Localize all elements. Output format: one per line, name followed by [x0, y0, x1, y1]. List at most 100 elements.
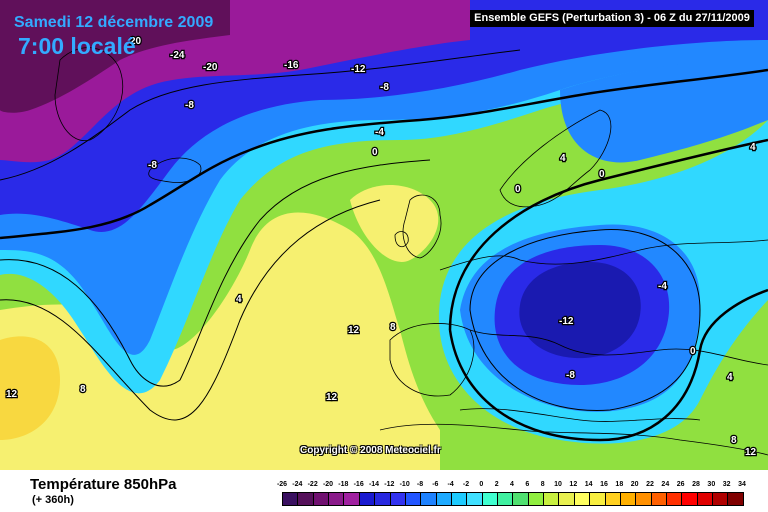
coast-iceland — [148, 157, 202, 183]
contour-label: -4 — [375, 127, 384, 138]
contour-label: -16 — [284, 60, 299, 71]
scale-swatch — [313, 493, 330, 505]
scale-label: -10 — [399, 481, 410, 488]
scale-label: 24 — [661, 481, 670, 488]
contour-label: -8 — [380, 82, 389, 93]
isotherm-thin-4 — [0, 49, 521, 181]
scale-swatch — [666, 493, 683, 505]
scale-swatch — [682, 493, 698, 505]
contour-label: 12 — [745, 447, 757, 458]
scale-label: -20 — [322, 481, 334, 488]
contour-label: 4 — [750, 142, 756, 153]
scale-label: 4 — [510, 481, 514, 488]
isotherm-zero-east — [448, 138, 768, 442]
scale-swatch — [405, 493, 422, 505]
scale-swatch — [620, 493, 637, 505]
contour-label: -20 — [203, 62, 218, 73]
scale-label: 26 — [676, 481, 685, 488]
contour-label: 0 — [599, 169, 605, 180]
color-scale: -26 -24 -22 -20 -18 -16 -14 -12 -10 -8 -6 -4 -2 0 2 4 6 8… — [277, 481, 752, 509]
scale-label: -12 — [384, 481, 395, 488]
scale-label: 30 — [707, 481, 716, 488]
scale-label: -24 — [292, 481, 303, 488]
coast-africa — [379, 423, 768, 456]
forecast-time: 7:00 localé — [18, 33, 136, 59]
scale-label: 20 — [630, 481, 639, 488]
scale-label: -14 — [368, 481, 380, 488]
scale-label: 10 — [554, 481, 562, 488]
scale-swatch — [559, 493, 575, 505]
coast-iberia — [389, 323, 475, 397]
band-orange — [0, 336, 60, 440]
contour-label: 0 — [515, 184, 521, 195]
scale-swatch — [713, 493, 729, 505]
contour-label: 0 — [372, 147, 378, 158]
scale-swatch — [697, 493, 714, 505]
model-run-label: Ensemble GEFS (Perturbation 3) - 06 Z du… — [470, 10, 754, 27]
contour-label: -8 — [185, 100, 194, 111]
scale-swatch — [605, 493, 621, 505]
isotherm-thin-2 — [0, 199, 381, 421]
footer: Température 850hPa (+ 360h) -26 -24 -2 2 -20… — [0, 470, 768, 512]
contour-label: 8 — [731, 435, 737, 446]
scale-label: 18 — [615, 481, 624, 488]
scale-label: 14 — [584, 481, 593, 488]
scale-label: -6 — [432, 481, 439, 488]
coast-uk — [394, 194, 442, 259]
scale-label: 16 — [600, 481, 608, 488]
scale-label: 32 — [722, 481, 731, 488]
contour-label: -4 — [658, 281, 667, 292]
contour-label: 4 — [236, 294, 242, 305]
scale-label: 8 — [540, 481, 545, 488]
contour-label: 4 — [727, 372, 733, 383]
contour-label: 12 — [348, 325, 360, 336]
scale-label: -26 — [276, 481, 288, 488]
scale-swatch — [651, 493, 667, 505]
scale-label: 22 — [646, 481, 654, 488]
temperature-map: -24 -20 -16 -12 -8 -8 -8 -4 0 0 4 0 4 4 … — [0, 0, 768, 470]
lead-time: (+ 360h) — [32, 494, 74, 506]
scale-swatch — [359, 493, 376, 505]
variable-title: Température 850hPa — [30, 476, 177, 493]
scale-label: -8 — [416, 481, 424, 488]
forecast-date: Samedi 12 décembre 2009 — [14, 14, 214, 31]
contour-label: 20 — [130, 36, 142, 47]
scale-swatch — [421, 493, 437, 505]
scale-swatch — [498, 493, 514, 505]
isotherm-thin-1 — [0, 159, 431, 387]
scale-swatch — [436, 493, 452, 505]
scale-swatch — [513, 493, 529, 505]
scale-swatch — [574, 493, 591, 505]
scale-labels: -26 -24 -22 -20 -18 -16 -14 -12 -10 -8 -6 -4 -2 0 2 4 6 8… — [277, 481, 752, 491]
contour-label: 12 — [326, 392, 338, 403]
isotherm-zero-west — [0, 68, 768, 240]
coast-europe — [439, 239, 768, 422]
coast-scandinavia — [499, 109, 612, 208]
scale-label: -2 — [462, 481, 470, 488]
scale-label: -18 — [338, 481, 349, 488]
scale-swatch — [390, 493, 406, 505]
scale-swatch — [298, 493, 314, 505]
contour-label: 0 — [690, 346, 696, 357]
scale-label: 6 — [525, 481, 530, 488]
contour-label: 4 — [560, 153, 566, 164]
contour-label: -12 — [351, 64, 366, 75]
contour-label: 8 — [390, 322, 396, 333]
band-yellow-sw — [0, 212, 440, 470]
scale-swatch — [590, 493, 606, 505]
scale-swatch — [544, 493, 560, 505]
scale-swatch — [451, 493, 468, 505]
scale-swatch — [482, 493, 499, 505]
contour-label: -12 — [559, 316, 574, 327]
band-darkpurple — [0, 0, 230, 113]
band-ne — [560, 55, 768, 163]
scale-swatch — [344, 493, 360, 505]
scale-label: 2 — [494, 481, 499, 488]
band-yellow-n — [350, 185, 439, 262]
contour-label: 8 — [80, 384, 86, 395]
scale-swatch — [283, 493, 299, 505]
scale-swatch — [636, 493, 652, 505]
scale-label: -4 — [447, 481, 454, 488]
scale-label: -16 — [353, 481, 364, 488]
contour-label: -8 — [566, 370, 575, 381]
